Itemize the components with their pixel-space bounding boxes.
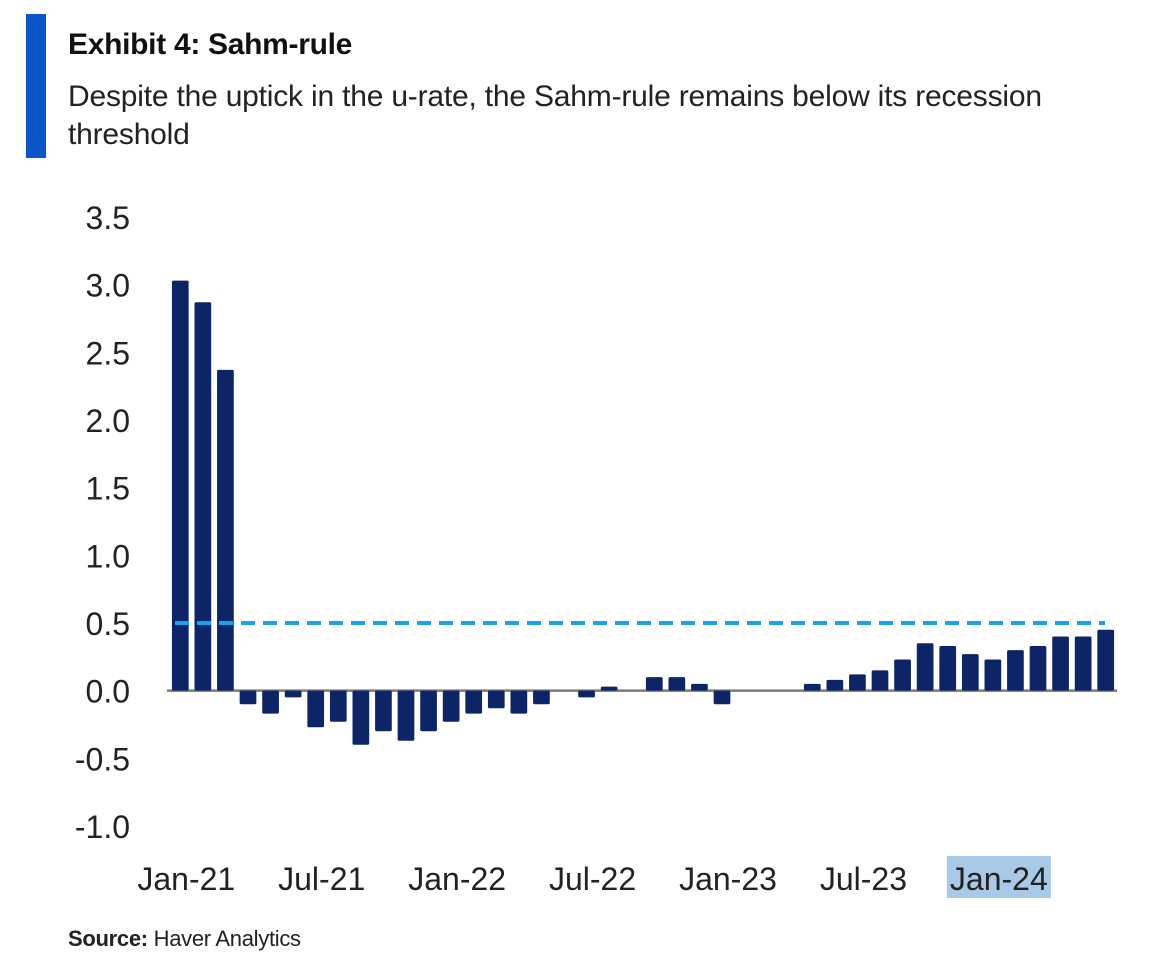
bar-jul-22	[578, 690, 595, 698]
y-tick-label: -0.5	[75, 741, 130, 777]
bar-oct-22	[645, 677, 663, 691]
x-axis: Jan-21 Jul-21 Jan-22 Jul-22 Jan-23 Jul-23 Jan-…	[137, 856, 1051, 898]
bar-aug-22	[600, 686, 618, 691]
bar-jan-23	[713, 690, 731, 705]
bar-nov-21	[397, 690, 415, 741]
y-axis: 3.5 3.0 2.5 2.0 1.5 1.0 0.5 0.0 -0.5 -1.0	[75, 200, 130, 845]
bar-nov-23	[939, 646, 957, 691]
x-tick-label: Jan-23	[679, 861, 777, 897]
source-text: Haver Analytics	[153, 926, 301, 951]
bar-may-21	[262, 690, 279, 714]
source-label: Source:	[68, 926, 148, 951]
x-tick-label: Jul-22	[549, 861, 636, 897]
x-tick-highlight	[946, 856, 1051, 898]
y-tick-label: 0.0	[86, 674, 130, 710]
bar-dec-21	[420, 690, 437, 732]
y-tick-label: 3.5	[86, 200, 130, 236]
bar-jan-24	[984, 659, 1002, 691]
x-tick-label: Jan-22	[408, 861, 506, 897]
bar-oct-21	[375, 690, 392, 732]
bar-series	[171, 280, 1115, 745]
bar-dec-22	[691, 683, 708, 691]
x-tick-label: Jul-23	[820, 861, 907, 897]
bar-feb-24	[1007, 650, 1024, 691]
bar-feb-22	[465, 690, 483, 714]
y-tick-label: 3.0	[86, 268, 130, 304]
bar-jan-21	[171, 280, 189, 691]
x-tick-label: Jul-21	[278, 861, 365, 897]
bar-jun-21	[284, 690, 302, 698]
x-tick-label: Jan-21	[137, 861, 235, 897]
y-tick-label: 1.0	[86, 538, 130, 574]
bar-aug-23	[871, 670, 889, 691]
bar-dec-23	[961, 654, 979, 691]
bar-jul-23	[849, 674, 866, 691]
bar-apr-22	[510, 690, 528, 714]
source-note: Source: Haver Analytics	[68, 926, 301, 952]
accent-bar	[26, 14, 46, 158]
bar-oct-23	[916, 643, 934, 691]
y-tick-label: 2.0	[86, 403, 130, 439]
bar-feb-21	[194, 302, 212, 691]
bar-may-24	[1074, 636, 1092, 691]
bar-jun-23	[826, 679, 844, 691]
y-tick-label: 2.5	[86, 335, 130, 371]
bar-sep-21	[352, 690, 370, 745]
bar-apr-24	[1052, 636, 1069, 691]
bar-mar-24	[1029, 646, 1047, 691]
bar-jul-21	[307, 690, 325, 728]
bar-may-22	[533, 690, 550, 705]
bar-nov-22	[668, 677, 686, 691]
y-tick-label: 1.5	[86, 471, 130, 507]
bar-may-23	[803, 683, 821, 691]
bar-mar-22	[487, 690, 505, 709]
chart-subtitle: Despite the uptick in the u-rate, the Sa…	[68, 80, 1042, 151]
bar-jun-24	[1097, 629, 1115, 691]
chart-title: Exhibit 4: Sahm-rule	[68, 28, 353, 61]
bar-apr-21	[239, 690, 257, 705]
y-tick-label: 0.5	[86, 606, 130, 642]
bar-mar-21	[217, 369, 234, 691]
bar-aug-21	[329, 690, 347, 722]
y-tick-label: -1.0	[75, 809, 130, 845]
bar-jan-22	[442, 690, 460, 722]
x-tick-label: Jan-24	[950, 861, 1048, 897]
bar-sep-23	[894, 659, 911, 691]
